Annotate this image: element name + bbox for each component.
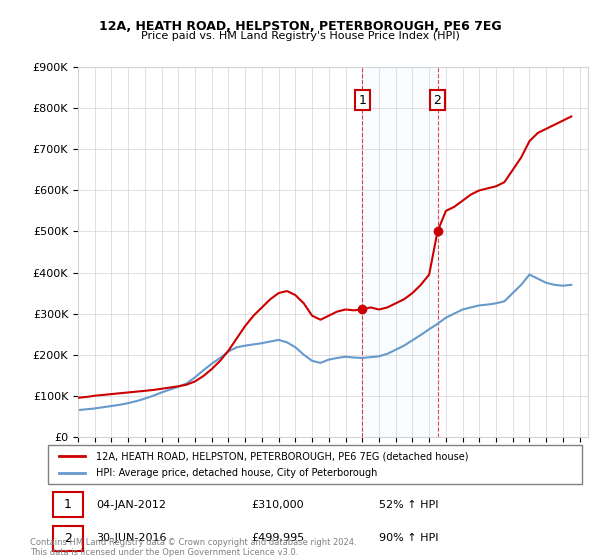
Text: 12A, HEATH ROAD, HELPSTON, PETERBOROUGH, PE6 7EG: 12A, HEATH ROAD, HELPSTON, PETERBOROUGH,… [98, 20, 502, 32]
FancyBboxPatch shape [53, 525, 83, 551]
Text: 12A, HEATH ROAD, HELPSTON, PETERBOROUGH, PE6 7EG (detached house): 12A, HEATH ROAD, HELPSTON, PETERBOROUGH,… [96, 451, 469, 461]
Bar [362, 67, 437, 437]
Text: 2: 2 [64, 532, 71, 545]
Text: 04-JAN-2012: 04-JAN-2012 [96, 500, 166, 510]
Text: 30-JUN-2016: 30-JUN-2016 [96, 533, 167, 543]
Text: 1: 1 [358, 94, 366, 106]
Text: £310,000: £310,000 [251, 500, 304, 510]
Text: 2: 2 [434, 94, 442, 106]
FancyBboxPatch shape [53, 492, 83, 517]
Text: HPI: Average price, detached house, City of Peterborough: HPI: Average price, detached house, City… [96, 468, 377, 478]
Text: £499,995: £499,995 [251, 533, 304, 543]
Text: Price paid vs. HM Land Registry's House Price Index (HPI): Price paid vs. HM Land Registry's House … [140, 31, 460, 41]
Text: 90% ↑ HPI: 90% ↑ HPI [379, 533, 439, 543]
Text: Contains HM Land Registry data © Crown copyright and database right 2024.
This d: Contains HM Land Registry data © Crown c… [30, 538, 356, 557]
FancyBboxPatch shape [48, 445, 582, 484]
Text: 52% ↑ HPI: 52% ↑ HPI [379, 500, 439, 510]
Text: 1: 1 [64, 498, 71, 511]
